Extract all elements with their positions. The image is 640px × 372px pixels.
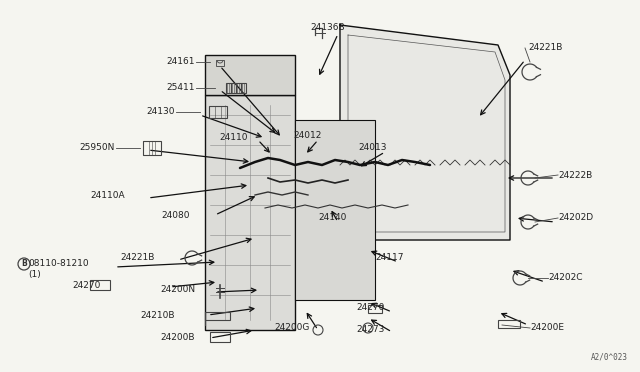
Text: 24161: 24161 — [166, 58, 195, 67]
Bar — [205, 312, 230, 320]
Bar — [225, 83, 230, 93]
Bar — [143, 141, 161, 155]
Bar — [209, 106, 227, 118]
FancyBboxPatch shape — [295, 120, 375, 300]
Bar — [368, 305, 382, 313]
FancyBboxPatch shape — [205, 95, 295, 330]
Text: 24200E: 24200E — [530, 324, 564, 333]
Bar — [498, 320, 520, 328]
Text: 24270: 24270 — [356, 304, 385, 312]
Text: 08110-81210: 08110-81210 — [28, 260, 88, 269]
Bar — [216, 60, 224, 66]
Text: 24080: 24080 — [161, 211, 190, 219]
Bar — [241, 83, 246, 93]
Text: 24222B: 24222B — [558, 170, 592, 180]
Text: 24210B: 24210B — [141, 311, 175, 320]
Text: 24110: 24110 — [220, 134, 248, 142]
Text: 24012: 24012 — [293, 131, 321, 140]
Text: 25411: 25411 — [166, 83, 195, 93]
Text: 24117: 24117 — [375, 253, 403, 263]
Bar — [236, 83, 241, 93]
Text: 24273: 24273 — [356, 326, 385, 334]
Text: 24110A: 24110A — [90, 190, 125, 199]
Text: 24202C: 24202C — [548, 273, 582, 282]
Text: 24136B: 24136B — [310, 23, 344, 32]
Bar — [210, 332, 230, 342]
Text: 24200G: 24200G — [275, 324, 310, 333]
Text: 24202D: 24202D — [558, 214, 593, 222]
Text: (1): (1) — [28, 269, 41, 279]
Text: 24200B: 24200B — [161, 334, 195, 343]
Text: 24221B: 24221B — [528, 44, 563, 52]
Polygon shape — [340, 25, 510, 240]
Text: 24270: 24270 — [72, 280, 100, 289]
Text: 24200N: 24200N — [160, 285, 195, 295]
Bar — [90, 280, 110, 290]
Text: 24130: 24130 — [147, 108, 175, 116]
FancyBboxPatch shape — [205, 55, 295, 95]
Text: B: B — [21, 260, 27, 269]
Text: 24013: 24013 — [358, 144, 387, 153]
Text: 24140: 24140 — [318, 214, 346, 222]
Bar — [230, 83, 236, 93]
Text: 24221B: 24221B — [120, 253, 155, 263]
Text: 25950N: 25950N — [79, 144, 115, 153]
Text: A2/0^023: A2/0^023 — [591, 353, 628, 362]
